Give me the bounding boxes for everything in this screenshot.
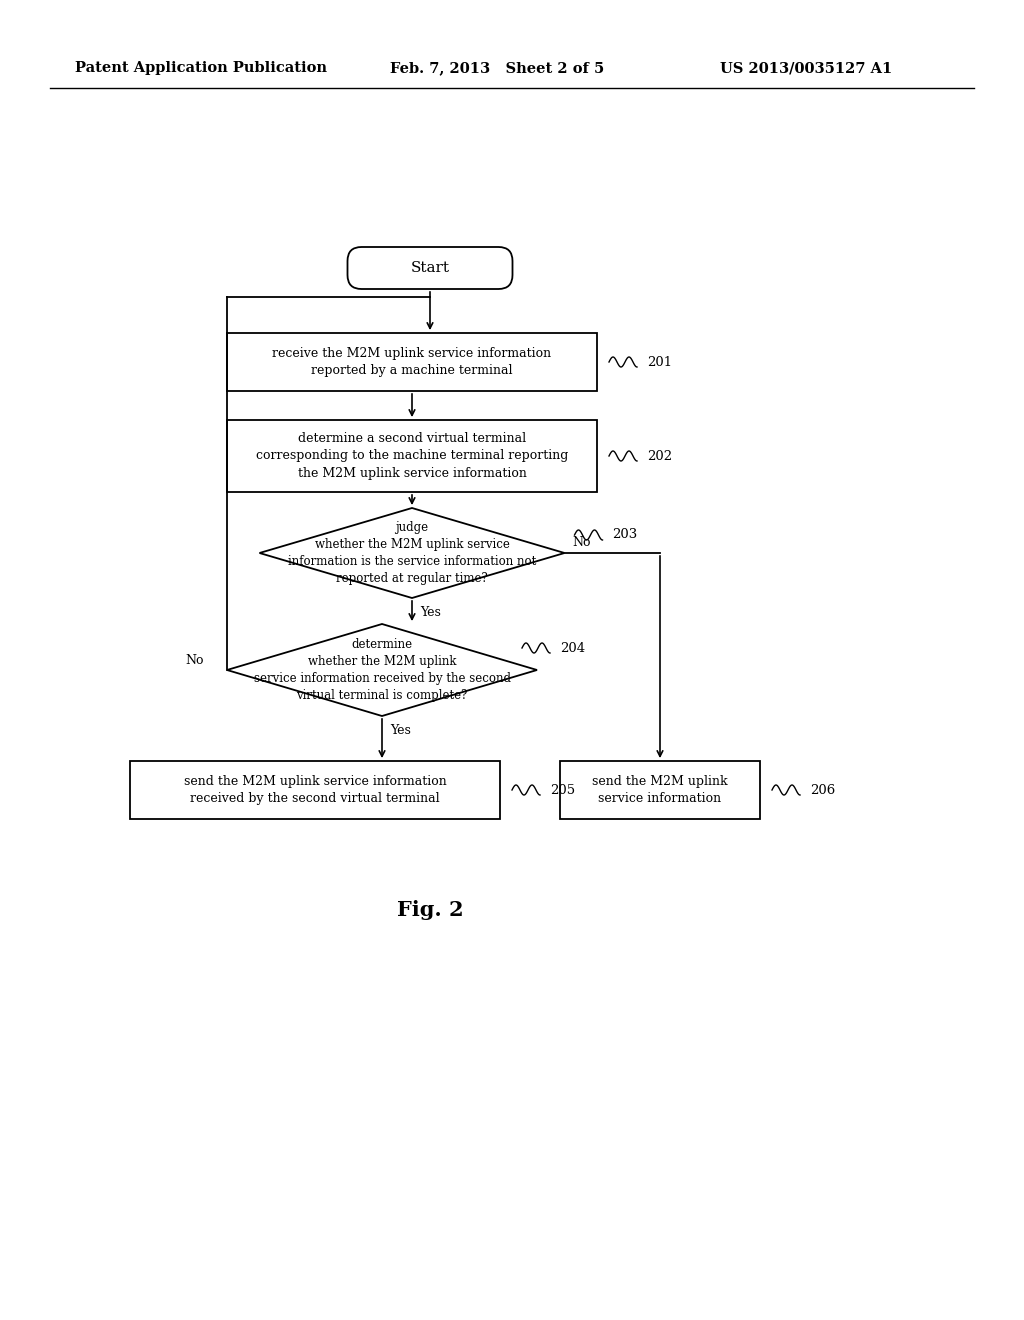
Text: receive the M2M uplink service information
reported by a machine terminal: receive the M2M uplink service informati… — [272, 347, 552, 378]
Bar — [227, 333, 597, 391]
Text: Feb. 7, 2013   Sheet 2 of 5: Feb. 7, 2013 Sheet 2 of 5 — [390, 61, 604, 75]
Polygon shape — [259, 508, 564, 598]
Text: Start: Start — [411, 261, 450, 275]
Text: 202: 202 — [647, 450, 672, 462]
Text: judge
whether the M2M uplink service
information is the service information not
: judge whether the M2M uplink service inf… — [288, 521, 537, 585]
Text: determine a second virtual terminal
corresponding to the machine terminal report: determine a second virtual terminal corr… — [256, 433, 568, 479]
Text: send the M2M uplink service information
received by the second virtual terminal: send the M2M uplink service information … — [183, 775, 446, 805]
Text: send the M2M uplink
service information: send the M2M uplink service information — [592, 775, 728, 805]
Text: No: No — [572, 536, 591, 549]
Text: 204: 204 — [560, 642, 585, 655]
Bar — [560, 762, 760, 818]
Text: 205: 205 — [550, 784, 575, 796]
Text: Patent Application Publication: Patent Application Publication — [75, 61, 327, 75]
Text: Yes: Yes — [420, 606, 441, 619]
FancyBboxPatch shape — [347, 247, 512, 289]
Text: US 2013/0035127 A1: US 2013/0035127 A1 — [720, 61, 892, 75]
Polygon shape — [227, 624, 537, 715]
Text: 201: 201 — [647, 355, 672, 368]
Bar — [130, 762, 500, 818]
Text: Yes: Yes — [390, 723, 411, 737]
Text: 203: 203 — [612, 528, 638, 541]
Bar — [227, 420, 597, 492]
Text: No: No — [185, 653, 204, 667]
Text: Fig. 2: Fig. 2 — [396, 900, 463, 920]
Text: 206: 206 — [810, 784, 836, 796]
Text: determine
whether the M2M uplink
service information received by the second
virt: determine whether the M2M uplink service… — [254, 638, 511, 702]
